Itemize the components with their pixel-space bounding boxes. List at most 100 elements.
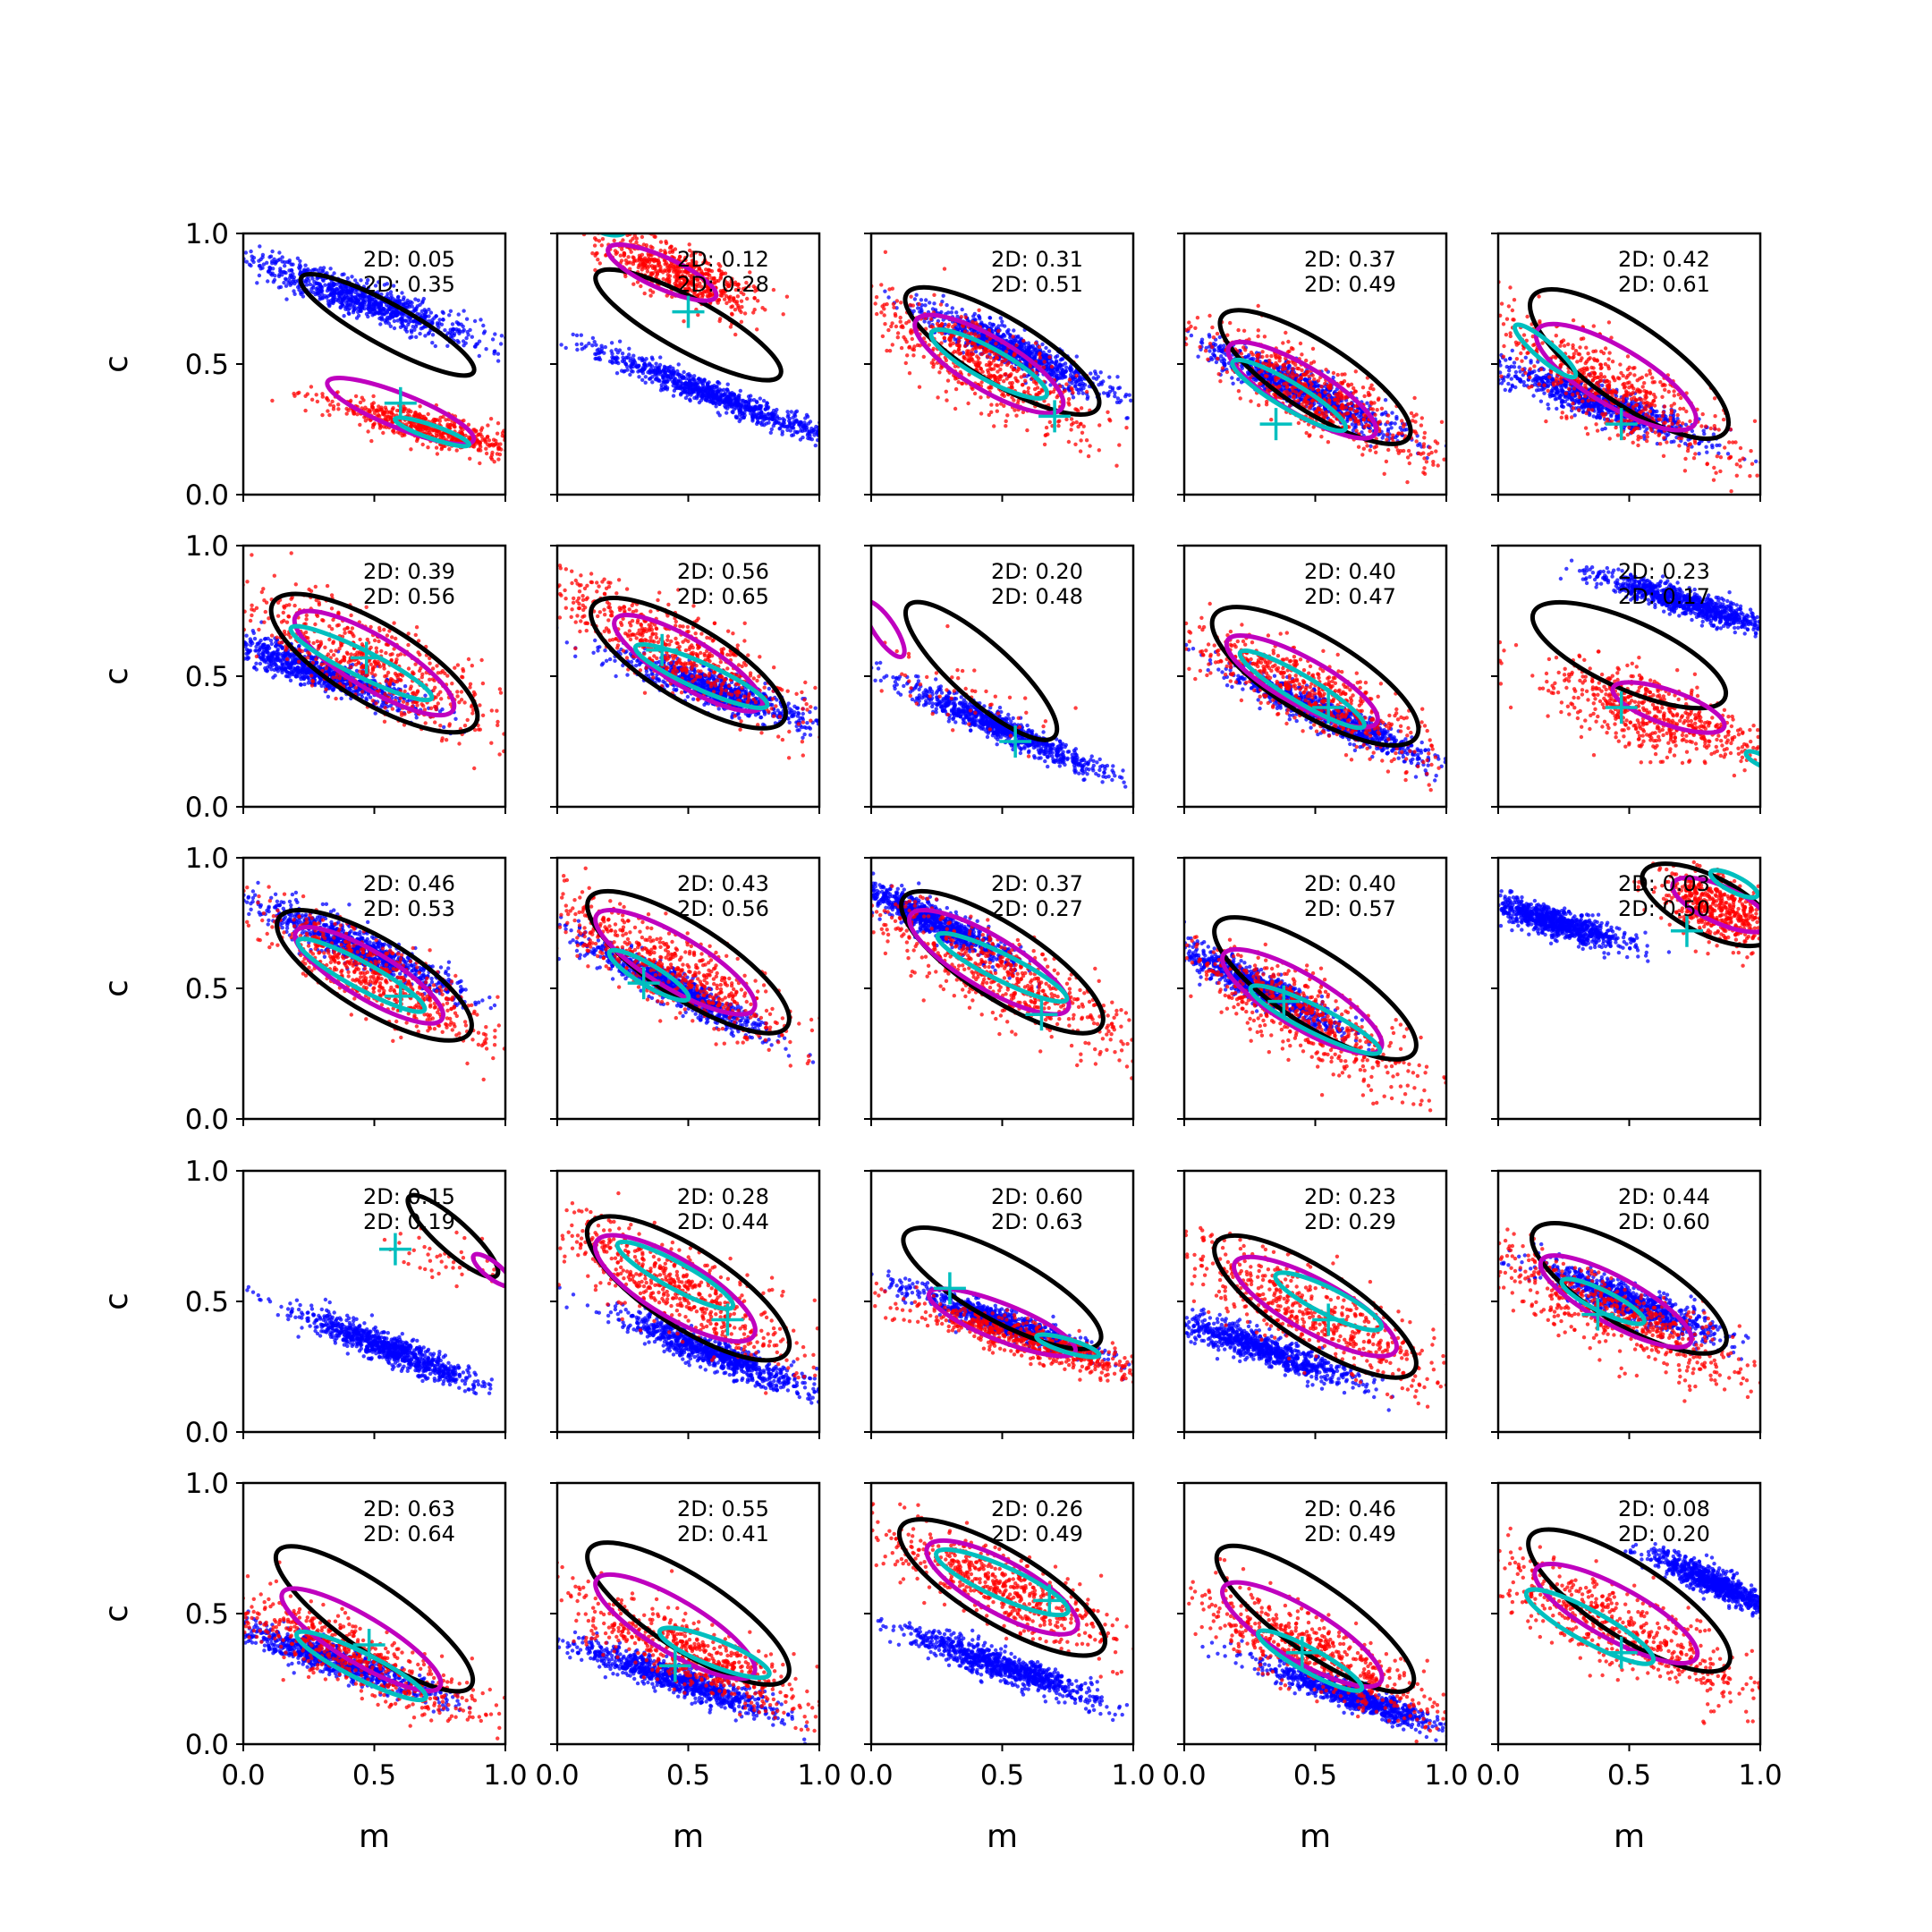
annotation-2: 2D: 0.27 [991,896,1083,921]
marker-cross [627,967,660,1000]
x-tick-label: 1.0 [1424,1759,1468,1792]
black-contour [589,596,788,731]
black-contour [902,599,1060,742]
annotation-2: 2D: 0.49 [1304,272,1396,297]
marker-cross [933,1272,966,1305]
y-tick-label: 1.0 [185,1156,229,1188]
blue-points [1498,888,1672,963]
magenta-contour [912,312,1066,416]
black-contour [298,272,477,378]
annotation-2: 2D: 0.20 [1618,1521,1710,1546]
magenta-contour [871,598,907,659]
cyan-contour [1248,983,1383,1056]
black-contour [899,888,1106,1036]
cyan-contour [1255,1628,1365,1693]
marker-cross [646,633,679,666]
black-contour [1217,308,1413,446]
magenta-contour [292,608,457,718]
annotation-1: 2D: 0.56 [677,559,769,584]
marker-cross [999,725,1032,758]
cyan-contour [657,1625,772,1681]
annotation-1: 2D: 0.40 [1304,559,1396,584]
annotation-1: 2D: 0.63 [363,1496,455,1521]
x-tick-label: 0.0 [849,1759,893,1792]
annotation-1: 2D: 0.40 [1304,871,1396,896]
y-tick-label: 0.5 [185,661,229,693]
x-tick-label: 0.5 [666,1759,710,1792]
cyan-contour [1743,749,1760,771]
annotation-2: 2D: 0.49 [1304,1521,1396,1546]
blue-points [559,332,819,448]
cyan-contour [935,930,1070,1004]
annotation-2: 2D: 0.53 [363,896,455,921]
annotation-2: 2D: 0.49 [991,1521,1083,1546]
red-points [243,1560,505,1741]
x-axis-label: m [673,1818,704,1855]
y-tick-label: 1.0 [185,218,229,250]
black-contour [275,908,474,1043]
magenta-contour [1224,633,1380,730]
cyan-contour [1513,322,1579,380]
annotation-2: 2D: 0.50 [1618,896,1710,921]
cyan-contour [1237,648,1367,731]
blue-points [876,1616,1130,1723]
x-tick-label: 1.0 [1738,1759,1782,1792]
marker-cross [350,641,383,674]
annotation-2: 2D: 0.29 [1304,1209,1396,1234]
x-axis-label: m [987,1818,1018,1855]
cyan-contour [928,327,1050,401]
marker-cross [1670,914,1703,947]
magenta-contour [1533,321,1699,433]
marker-cross [1285,1636,1318,1669]
annotation-1: 2D: 0.08 [1618,1496,1710,1521]
red-points [557,564,819,760]
marker-cross [658,1649,691,1682]
magenta-contour [325,376,477,447]
magenta-contour [470,1251,505,1289]
black-contour [584,1214,792,1363]
marker-cross [1312,1303,1345,1336]
marker-cross [1025,998,1058,1031]
y-tick-label: 1.0 [185,843,229,875]
annotation-1: 2D: 0.43 [677,871,769,896]
black-contour [268,591,480,735]
annotation-2: 2D: 0.47 [1304,584,1396,609]
x-tick-label: 1.0 [1111,1759,1155,1792]
x-tick-label: 0.0 [535,1759,579,1792]
x-axis-label: m [1614,1818,1645,1855]
x-tick-label: 0.5 [352,1759,396,1792]
cyan-contour [295,936,428,1014]
annotation-2: 2D: 0.56 [677,896,769,921]
magenta-contour [1220,1580,1385,1690]
annotation-1: 2D: 0.46 [363,871,455,896]
blue-points [1623,1542,1760,1621]
y-tick-label: 0.5 [185,349,229,381]
x-tick-label: 0.5 [1293,1759,1337,1792]
black-contour [1212,1233,1419,1380]
y-axis-label: c [98,1605,135,1623]
annotation-2: 2D: 0.28 [677,272,769,297]
blue-points [245,1284,494,1396]
y-tick-label: 0.0 [185,479,229,512]
magenta-contour [593,1572,758,1682]
annotation-1: 2D: 0.03 [1618,871,1710,896]
red-points [879,623,1078,758]
marker-cross [1267,985,1301,1018]
annotation-1: 2D: 0.23 [1304,1184,1396,1209]
annotation-1: 2D: 0.37 [991,871,1083,896]
magenta-contour [593,908,758,1017]
